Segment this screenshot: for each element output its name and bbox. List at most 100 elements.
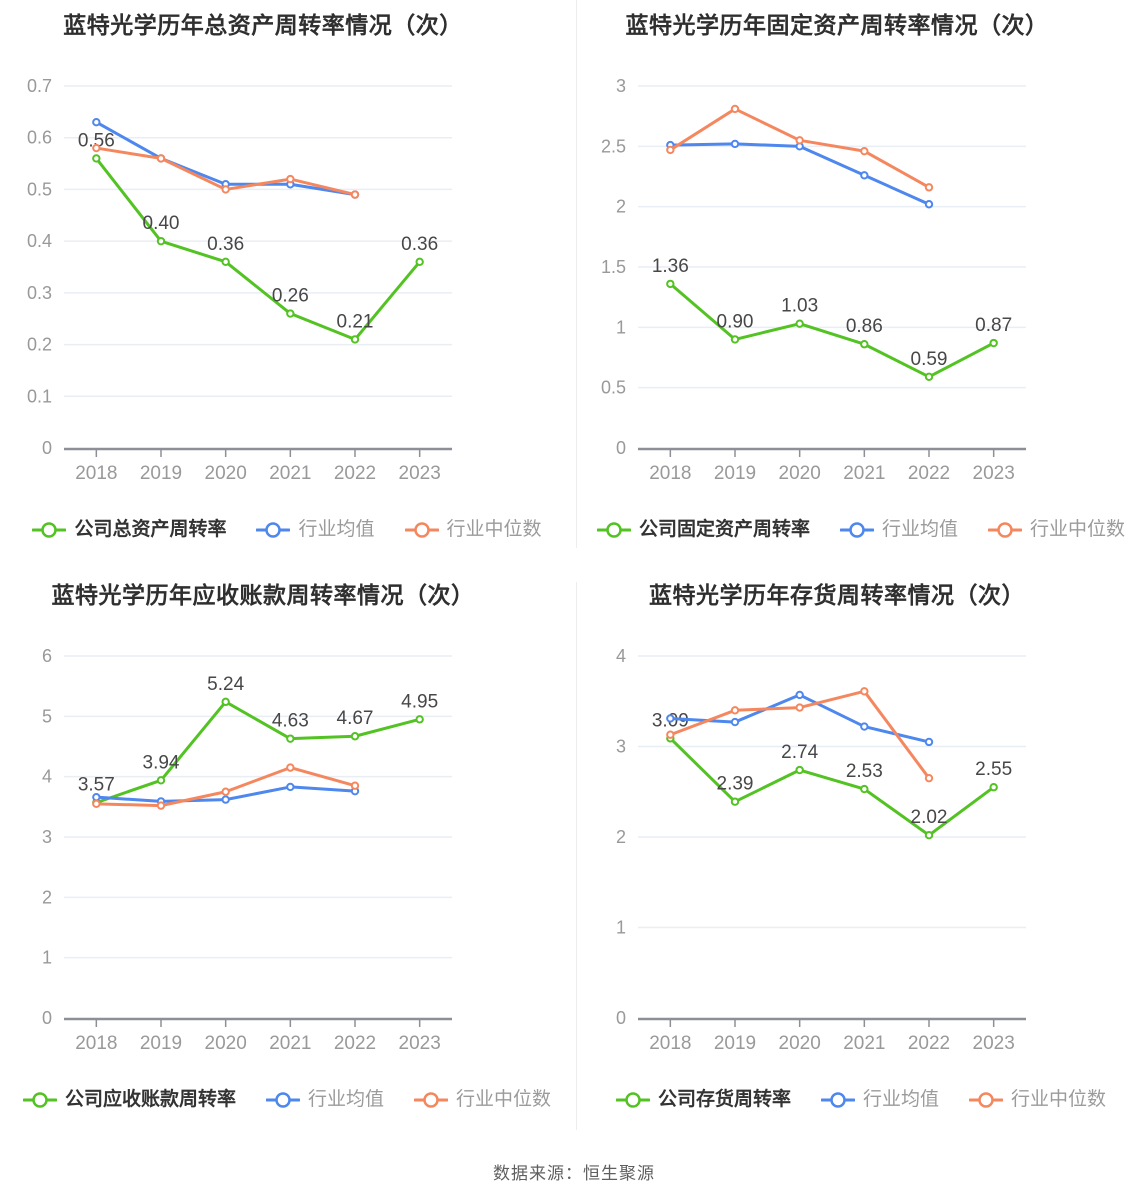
legend-item-industry_median[interactable]: 行业中位数 [414,1089,551,1111]
data-point-marker [221,257,230,267]
legend-item-industry_avg[interactable]: 行业均值 [265,1089,384,1111]
svg-text:6: 6 [42,646,52,666]
legend-line-marker-icon [969,1092,1003,1108]
legend-line-marker-icon [256,522,291,538]
data-point-marker [666,730,675,739]
legend-item-industry_avg[interactable]: 行业均值 [839,519,958,541]
data-point-marker [286,174,295,184]
legend-item-industry_median[interactable]: 行业中位数 [988,519,1125,541]
legend-line-marker-icon [839,522,874,538]
data-point-marker [989,338,998,348]
chart-cell-inventory-turnover: 012342018201920202021202220233.092.392.7… [574,570,1148,1140]
chart-cell-total-asset-turnover: 0 0.1 0.2 0.3 0.4 0.5 0.6 0.7 2018 2019 2020 2021 20… [0,0,574,570]
data-point-marker [924,200,934,209]
chart-legend: 公司存货周转率 行业均值 行业中位数 [574,1083,1148,1117]
data-point-marker [221,697,230,707]
data-point-label: 3.94 [143,752,180,773]
chart-cell-fixed-asset-turnover: 0 0.5 1 1.5 2 2.5 3 2018 2019 2020 2021 2022 2023 1.3… [574,0,1148,570]
data-point-label: 0.40 [143,213,180,234]
legend-item-industry_avg[interactable]: 行业均值 [820,1089,939,1111]
data-point-marker [795,765,804,775]
data-point-marker [924,830,934,840]
svg-text:2022: 2022 [334,1033,376,1054]
data-point-marker [795,703,804,712]
svg-text:5: 5 [42,706,52,726]
data-point-marker [92,154,101,163]
svg-text:0.2: 0.2 [27,335,52,355]
svg-text:3: 3 [42,827,52,847]
data-point-marker [730,797,740,806]
legend-item-industry_median[interactable]: 行业中位数 [404,519,542,541]
svg-text:2022: 2022 [334,463,376,484]
data-point-label: 5.24 [207,674,244,695]
series-line-company: 1.36 0.90 1.03 0.86 0.59 0.87 [652,256,1012,382]
data-point-label: 2.39 [717,774,754,795]
svg-text:2020: 2020 [779,463,821,484]
data-point-label: 0.21 [337,311,374,332]
chart-canvas-inventory-turnover: 012342018201920202021202220233.092.392.7… [616,646,1026,1054]
chart-title: 蓝特光学历年应收账款周转率情况（次） [51,582,475,608]
data-point-marker [730,717,740,727]
legend-item-company[interactable]: 公司应收账款周转率 [22,1089,236,1111]
data-point-marker [795,690,804,700]
svg-text:2019: 2019 [140,463,182,484]
svg-text:2023: 2023 [399,463,441,484]
data-point-marker [92,143,101,153]
svg-text:2018: 2018 [75,463,117,484]
column-divider-bottom [576,582,577,1130]
svg-text:2022: 2022 [908,1033,950,1054]
svg-text:2019: 2019 [714,1033,756,1054]
svg-text:0: 0 [616,438,626,458]
series-line-company: 3.57 3.94 5.24 4.63 4.67 4.95 [78,674,438,807]
svg-text:1: 1 [616,918,626,938]
data-point-marker [92,792,101,802]
svg-text:2020: 2020 [779,1033,821,1054]
svg-text:2021: 2021 [269,1033,311,1054]
legend-line-marker-icon [820,1092,855,1108]
series-line-industry_median [92,143,360,199]
legend-item-industry_avg[interactable]: 行业均值 [256,519,375,541]
legend-line-marker-icon [22,1092,57,1108]
data-point-marker [730,706,740,715]
data-point-marker [286,309,295,318]
legend-label: 行业均值 [881,519,958,540]
legend-label: 行业中位数 [446,519,542,540]
legend-label: 行业均值 [307,1089,384,1110]
svg-text:2019: 2019 [714,463,756,484]
svg-text:2018: 2018 [75,1033,117,1054]
data-point-marker [156,776,166,785]
svg-text:0.3: 0.3 [27,283,52,303]
legend-item-company[interactable]: 公司总资产周转率 [32,519,226,541]
legend-item-industry_median[interactable]: 行业中位数 [969,1089,1106,1111]
data-point-marker [730,139,740,149]
data-point-marker [860,722,869,731]
series-line-industry_median [666,687,934,783]
data-point-marker [730,104,740,114]
legend-line-marker-icon [32,522,67,538]
series-line-industry_median [92,763,360,810]
data-point-label: 4.95 [401,691,438,712]
chart-title: 蓝特光学历年固定资产周转率情况（次） [625,12,1049,38]
legend-item-company[interactable]: 公司固定资产周转率 [596,519,810,541]
svg-text:2023: 2023 [973,463,1015,484]
data-point-marker [924,773,934,783]
svg-text:2023: 2023 [973,1033,1015,1054]
data-point-marker [92,799,101,809]
svg-text:0.5: 0.5 [601,378,626,398]
chart-cell-receivables-turnover: 0 1 2 3 4 5 6 2018 2019 2020 2021 2022 2023 3.57 3.94 5… [0,570,574,1140]
data-point-label: 4.63 [272,711,309,732]
charts-grid: 0 0.1 0.2 0.3 0.4 0.5 0.6 0.7 2018 2019 2020 2021 20… [0,0,1148,1140]
svg-text:2020: 2020 [205,463,247,484]
svg-text:0.6: 0.6 [27,128,52,148]
data-point-label: 0.90 [717,311,754,332]
data-point-label: 0.86 [846,316,883,337]
data-point-marker [860,784,869,794]
svg-text:0.7: 0.7 [27,76,52,96]
data-point-label: 0.26 [272,286,309,307]
data-point-marker [286,734,295,743]
data-point-marker [221,185,230,194]
legend-item-company[interactable]: 公司存货周转率 [615,1089,791,1111]
svg-text:4: 4 [616,646,626,666]
chart-legend: 公司总资产周转率 行业均值 行业中位数 [0,513,574,547]
data-point-marker [860,687,869,696]
